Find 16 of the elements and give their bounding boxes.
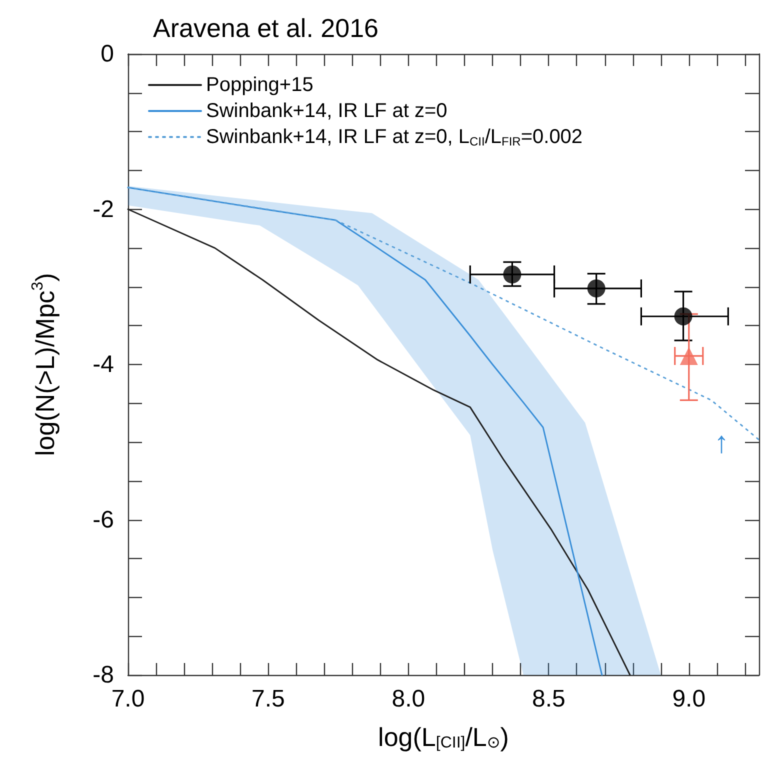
y-tick-label: 0 [100, 40, 114, 68]
legend-label: Swinbank+14, IR LF at z=0 [206, 100, 448, 122]
x-tick-label: 8.5 [532, 686, 566, 712]
legend-label: Popping+15 [206, 74, 314, 96]
x-tick-label: 7.5 [252, 686, 285, 712]
annotation: ↑ [714, 426, 729, 460]
y-tick-label: -8 [92, 662, 114, 688]
y-tick-label: -6 [92, 506, 114, 534]
y-tick-label: -2 [92, 196, 114, 223]
chart-title: Aravena et al. 2016 [153, 13, 378, 43]
y-tick-label: -4 [92, 351, 114, 378]
x-tick-label: 7.0 [111, 686, 145, 712]
x-axis-title: log(L[CII]/L⊙) [378, 722, 509, 752]
x-tick-label: 8.0 [392, 686, 426, 712]
y-axis-title: log(N(>L)/Mpc3) [30, 273, 60, 456]
x-tick-label: 9.0 [672, 686, 706, 712]
